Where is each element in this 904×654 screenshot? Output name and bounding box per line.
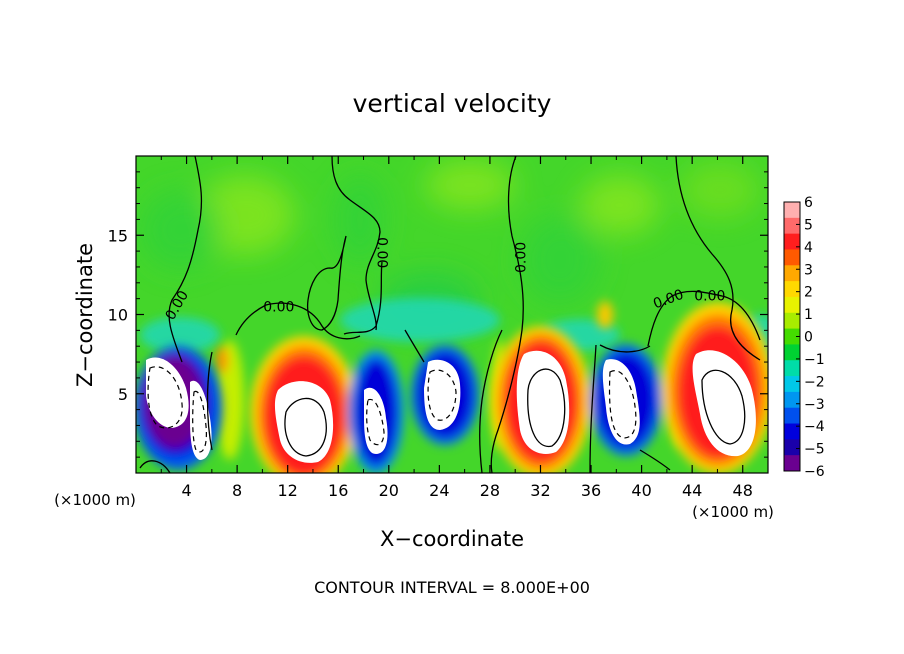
zero-contour [235, 302, 361, 340]
zero-contour [306, 235, 347, 331]
zero-contour [343, 261, 383, 335]
y-axis-title: Z−coordinate [73, 243, 97, 387]
y-tick-label: 15 [108, 226, 128, 245]
plot-area: 0.00 0.000.00 0.000.00 0.00 [136, 156, 768, 473]
x-tick-label: 40 [631, 481, 651, 500]
contour-label: 0.00 [263, 300, 294, 316]
zero-contour [490, 156, 524, 473]
contour-label-text: 0.00 [694, 288, 725, 304]
background-variations [140, 160, 760, 328]
zero-contour [647, 290, 761, 347]
x-tick-label: 8 [232, 481, 242, 500]
x-tick-label: 32 [530, 481, 550, 500]
colorbar-swatch [784, 344, 800, 361]
colorbar-tick-label: −1 [804, 352, 825, 368]
colorbar-swatch [784, 312, 800, 330]
zero-contour [139, 460, 171, 473]
colorbar-swatch [784, 423, 800, 440]
x-tick-label: 4 [181, 481, 191, 500]
colorbar-tick-label: 6 [804, 195, 813, 211]
contour-label-text: 0.00 [513, 242, 529, 273]
x-tick-label: 12 [278, 481, 298, 500]
colorbar-tick-label: −2 [804, 374, 825, 390]
zero-contour [639, 449, 671, 471]
y-tick-label: 10 [108, 306, 128, 325]
colorbar-swatch [784, 281, 800, 298]
colorbar-tick-label: −6 [804, 464, 825, 480]
colorbar-swatch [784, 217, 800, 235]
colorbar-tick-label: −5 [804, 442, 825, 458]
inner-contour [284, 397, 327, 457]
contour-label-text: 0.00 [373, 237, 389, 268]
colorbar-swatch [784, 407, 800, 425]
x-tick-label: 48 [733, 481, 753, 500]
contour-label: 0.00 [513, 242, 529, 273]
colorbar-tick-label: 2 [804, 285, 813, 301]
colorbar-swatch [784, 376, 800, 393]
contour-labels: 0.00 0.000.00 0.000.00 0.00 [163, 237, 726, 323]
chart-title: vertical velocity [353, 89, 552, 118]
colorbar-tick-label: −3 [804, 397, 825, 413]
colorbar-swatch [784, 296, 800, 314]
x-unit-right: (×1000 m) [692, 503, 774, 521]
colorbar-tick-label: 0 [804, 330, 813, 346]
colorbar-tick-label: 1 [804, 307, 813, 323]
x-tick-label: 36 [581, 481, 601, 500]
contour-label-text: 0.00 [263, 300, 294, 316]
zero-contour [331, 156, 381, 331]
x-unit-left: (×1000 m) [54, 491, 136, 509]
colorbar-swatch [784, 360, 800, 377]
contour-interval-note: CONTOUR INTERVAL = 8.000E+00 [314, 578, 590, 597]
colorbar-tick-label: 3 [804, 262, 813, 278]
colorbar: 6 5 4 3 2 1 0 −1 −2 −3 −4 −5 −6 [783, 195, 825, 480]
contour-lines [139, 156, 761, 473]
inner-contour [527, 368, 566, 447]
y-tick-label: 5 [118, 385, 128, 404]
zero-contour [479, 329, 503, 473]
x-tick-label: 20 [379, 481, 399, 500]
x-tick-label: 44 [682, 481, 702, 500]
x-axis: 4 8 12 16 20 24 28 32 36 40 44 48 [160, 156, 753, 500]
y-axis: 5 10 15 [108, 171, 768, 458]
colorbar-tick-label: −4 [804, 419, 825, 435]
zero-contour [404, 329, 425, 363]
colorbar-swatch [784, 391, 800, 409]
x-tick-label: 24 [429, 481, 449, 500]
x-axis-title: X−coordinate [380, 527, 524, 551]
colorbar-swatch [784, 328, 800, 345]
colorbar-swatch [784, 455, 800, 472]
zero-contour [168, 156, 203, 363]
zero-contour [675, 156, 761, 361]
colorbar-swatch [784, 249, 800, 266]
x-tick-label: 16 [328, 481, 348, 500]
contour-label: 0.00 [694, 288, 725, 304]
saturated-cores [146, 350, 756, 463]
contour-label: 0.00 [373, 237, 389, 268]
colorbar-tick-label: 5 [804, 217, 813, 233]
zero-contour [206, 351, 213, 451]
colorbar-swatch [784, 202, 800, 219]
colorbar-swatch [784, 233, 800, 250]
zero-contour [599, 344, 651, 353]
negative-contours [147, 366, 637, 453]
colorbar-swatch [784, 439, 800, 456]
colorbar-tick-label: 4 [804, 240, 813, 256]
x-tick-label: 28 [480, 481, 500, 500]
colorbar-swatch [784, 265, 800, 282]
inner-contour [701, 369, 746, 445]
zero-contour [589, 344, 597, 473]
